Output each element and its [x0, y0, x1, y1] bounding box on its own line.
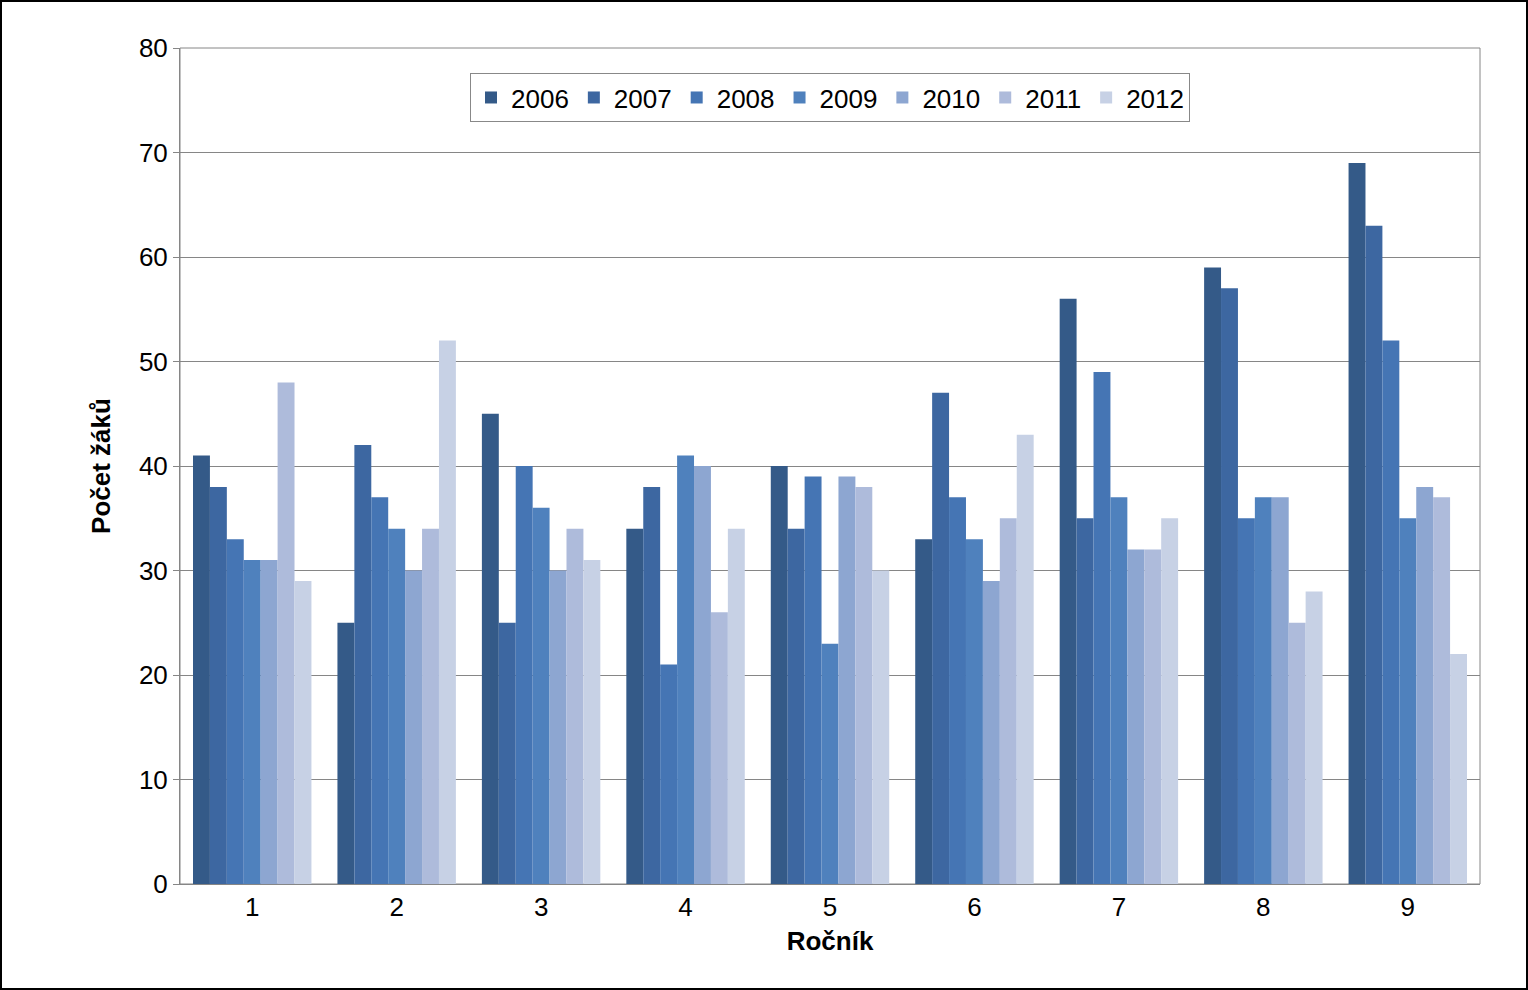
- svg-text:2008: 2008: [717, 84, 775, 114]
- svg-text:2007: 2007: [614, 84, 672, 114]
- svg-text:20: 20: [139, 660, 168, 690]
- svg-text:80: 80: [139, 33, 168, 63]
- svg-text:8: 8: [1256, 892, 1270, 922]
- svg-text:3: 3: [534, 892, 548, 922]
- svg-text:2011: 2011: [1025, 84, 1081, 114]
- svg-text:50: 50: [139, 347, 168, 377]
- svg-text:9: 9: [1401, 892, 1415, 922]
- svg-text:2009: 2009: [820, 84, 878, 114]
- svg-text:5: 5: [823, 892, 837, 922]
- svg-text:Počet žáků: Počet žáků: [86, 398, 116, 534]
- svg-text:6: 6: [967, 892, 981, 922]
- svg-text:70: 70: [139, 138, 168, 168]
- svg-text:Ročník: Ročník: [787, 926, 874, 956]
- svg-text:2006: 2006: [511, 84, 569, 114]
- svg-text:2012: 2012: [1126, 84, 1184, 114]
- svg-text:0: 0: [153, 869, 167, 899]
- svg-text:1: 1: [245, 892, 259, 922]
- svg-text:60: 60: [139, 242, 168, 272]
- svg-text:10: 10: [139, 765, 168, 795]
- svg-text:4: 4: [678, 892, 692, 922]
- svg-text:7: 7: [1112, 892, 1126, 922]
- svg-text:2010: 2010: [922, 84, 980, 114]
- svg-text:30: 30: [139, 556, 168, 586]
- svg-text:2: 2: [389, 892, 403, 922]
- svg-text:40: 40: [139, 451, 168, 481]
